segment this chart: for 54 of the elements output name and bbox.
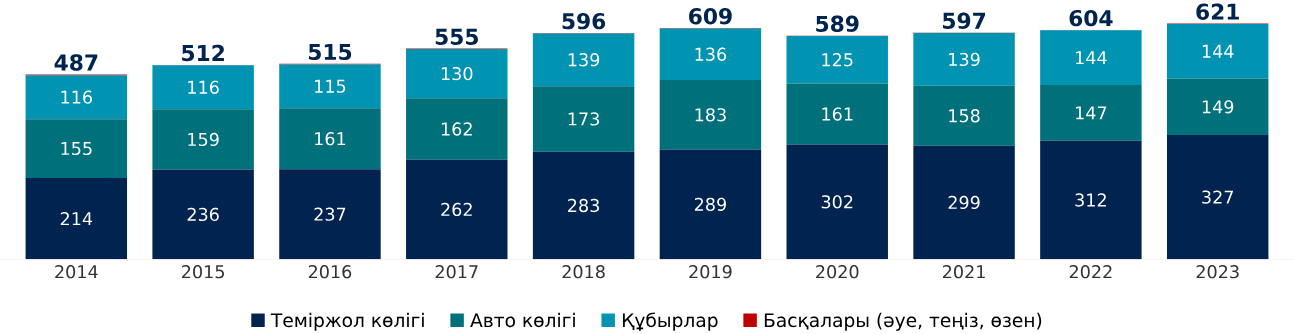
data-label: 161	[822, 107, 853, 121]
x-tick-label: 2015	[182, 264, 224, 279]
x-tick-label: 2021	[942, 264, 985, 279]
data-label: 183	[695, 107, 726, 122]
data-label: 236	[187, 207, 219, 221]
data-label: 262	[441, 202, 472, 216]
data-label: 130	[441, 66, 473, 81]
data-label: 161	[315, 131, 346, 146]
x-tick-label: 2019	[689, 264, 732, 279]
data-label: 149	[1202, 100, 1234, 114]
total-label: 515	[308, 43, 352, 60]
data-label: 327	[1202, 190, 1233, 204]
data-label: 116	[61, 90, 92, 104]
x-tick-label: 2014	[55, 264, 98, 279]
data-label: 299	[948, 195, 980, 209]
total-label: 596	[562, 12, 606, 30]
data-label: 147	[1076, 106, 1107, 120]
data-label: 155	[61, 141, 92, 155]
data-label: 312	[1075, 193, 1106, 207]
x-tick-label: 2017	[435, 264, 478, 279]
data-label: 116	[188, 80, 219, 94]
x-tick-label: 2018	[562, 264, 605, 279]
data-label: 289	[694, 197, 726, 211]
data-label: 125	[822, 52, 853, 67]
legend-label: Басқалары (әуе, теңіз, өзен)	[764, 312, 1042, 331]
total-label: 621	[1196, 3, 1239, 20]
total-label: 589	[816, 15, 859, 32]
data-label: 158	[949, 108, 980, 123]
legend-label: Теміржол көлігі	[270, 312, 424, 331]
data-label: 144	[1076, 51, 1107, 64]
data-label: 173	[568, 112, 599, 126]
total-label: 609	[689, 7, 732, 25]
total-label: 555	[435, 28, 478, 45]
x-tick-label: 2023	[1196, 264, 1239, 279]
data-label: 139	[568, 52, 600, 67]
total-label: 487	[54, 54, 98, 71]
data-label: 139	[949, 52, 980, 66]
data-label: 283	[568, 198, 599, 212]
legend-label: Құбырлар	[622, 312, 718, 331]
total-label: 512	[182, 44, 224, 62]
x-tick-label: 2020	[816, 264, 859, 279]
data-label: 237	[314, 207, 346, 221]
data-label: 302	[821, 195, 853, 209]
x-tick-label: 2022	[1069, 264, 1112, 279]
x-tick-label: 2016	[308, 264, 352, 279]
total-label: 597	[943, 12, 986, 29]
data-label: 214	[60, 211, 93, 225]
data-label: 136	[695, 47, 727, 61]
data-label: 115	[315, 79, 346, 93]
legend-label: Авто көлігі	[470, 312, 575, 328]
data-label: 162	[441, 122, 472, 136]
data-label: 159	[188, 132, 219, 146]
total-label: 604	[1069, 9, 1113, 27]
data-label: 144	[1202, 44, 1234, 58]
